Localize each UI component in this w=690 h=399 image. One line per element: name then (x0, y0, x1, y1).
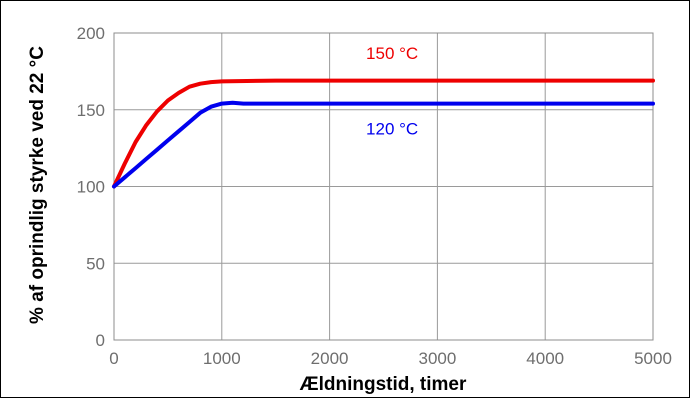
x-tick-label: 1000 (203, 349, 241, 368)
x-tick-label: 3000 (418, 349, 456, 368)
y-tick-label: 200 (77, 24, 105, 43)
x-tick-label: 0 (109, 349, 118, 368)
series-line-2 (112, 100, 655, 189)
tick-labels: 0 1000 2000 3000 4000 5000 0 50 100 150 200 (77, 24, 672, 368)
x-axis-title: Ældningstid, timer (300, 374, 467, 395)
series-labels: 150 °C 120 °C (366, 44, 418, 138)
x-tick-label: 2000 (311, 349, 349, 368)
series-lines (112, 78, 655, 189)
series-label-1: 150 °C (366, 44, 418, 63)
series-line-1 (112, 78, 655, 189)
x-tick-label: 5000 (634, 349, 672, 368)
y-tick-label: 150 (77, 101, 105, 120)
y-tick-label: 0 (96, 331, 105, 350)
y-tick-label: 50 (86, 254, 105, 273)
x-tick-label: 4000 (526, 349, 564, 368)
y-tick-label: 100 (77, 178, 105, 197)
series-label-2: 120 °C (366, 119, 418, 138)
y-axis-title: % af oprindlig styrke ved 22 °C (27, 46, 48, 324)
